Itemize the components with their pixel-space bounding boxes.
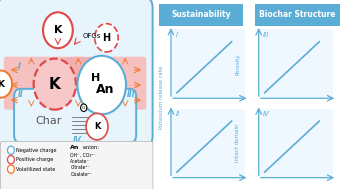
Text: Biochar Structure: Biochar Structure: [259, 10, 336, 19]
Circle shape: [8, 146, 14, 154]
Text: An: An: [96, 83, 114, 96]
Text: Porosity: Porosity: [236, 53, 240, 75]
Text: IV: IV: [73, 136, 82, 145]
Text: Proton affinity: Proton affinity: [189, 112, 227, 117]
Text: OH⁻, CO₃²⁻: OH⁻, CO₃²⁻: [71, 153, 96, 157]
Circle shape: [8, 165, 14, 173]
Text: IV: IV: [263, 112, 270, 117]
Text: Char: Char: [35, 116, 62, 126]
Text: I: I: [18, 62, 21, 71]
Circle shape: [86, 113, 108, 140]
Text: K: K: [49, 77, 61, 92]
Text: O: O: [82, 106, 85, 110]
Text: An: An: [71, 145, 80, 150]
Circle shape: [95, 24, 118, 52]
Circle shape: [80, 104, 87, 112]
FancyBboxPatch shape: [248, 2, 344, 27]
Text: Sustainability: Sustainability: [171, 10, 231, 19]
Text: III: III: [127, 90, 136, 99]
Text: Intact domain: Intact domain: [236, 124, 240, 162]
Circle shape: [8, 156, 14, 164]
Text: Potassium release rate: Potassium release rate: [159, 66, 164, 129]
Text: Volatilized state: Volatilized state: [17, 167, 56, 172]
Circle shape: [0, 70, 12, 98]
Text: K: K: [94, 122, 100, 131]
Text: H: H: [103, 33, 110, 43]
Circle shape: [77, 56, 126, 114]
FancyBboxPatch shape: [152, 2, 250, 27]
Text: K: K: [0, 80, 4, 89]
Text: anion:: anion:: [80, 145, 99, 150]
FancyBboxPatch shape: [0, 0, 153, 146]
Text: Proton affinity: Proton affinity: [276, 112, 315, 117]
Ellipse shape: [35, 57, 121, 110]
Text: II: II: [18, 90, 24, 99]
Text: Positive charge: Positive charge: [17, 157, 54, 162]
Text: III: III: [263, 32, 269, 38]
Circle shape: [43, 12, 73, 48]
Text: Oxalate²⁻: Oxalate²⁻: [71, 172, 93, 177]
Text: Acetate⁻: Acetate⁻: [71, 159, 90, 164]
FancyBboxPatch shape: [4, 57, 146, 110]
FancyBboxPatch shape: [14, 89, 136, 143]
Circle shape: [34, 59, 76, 110]
Text: OFGs: OFGs: [82, 33, 101, 39]
Text: Citrate³⁻: Citrate³⁻: [71, 165, 90, 170]
Text: I: I: [175, 32, 178, 38]
Text: H: H: [91, 74, 100, 83]
FancyBboxPatch shape: [0, 141, 153, 189]
Text: II: II: [175, 112, 180, 117]
Text: K: K: [54, 25, 62, 35]
Text: Negative charge: Negative charge: [17, 148, 57, 153]
